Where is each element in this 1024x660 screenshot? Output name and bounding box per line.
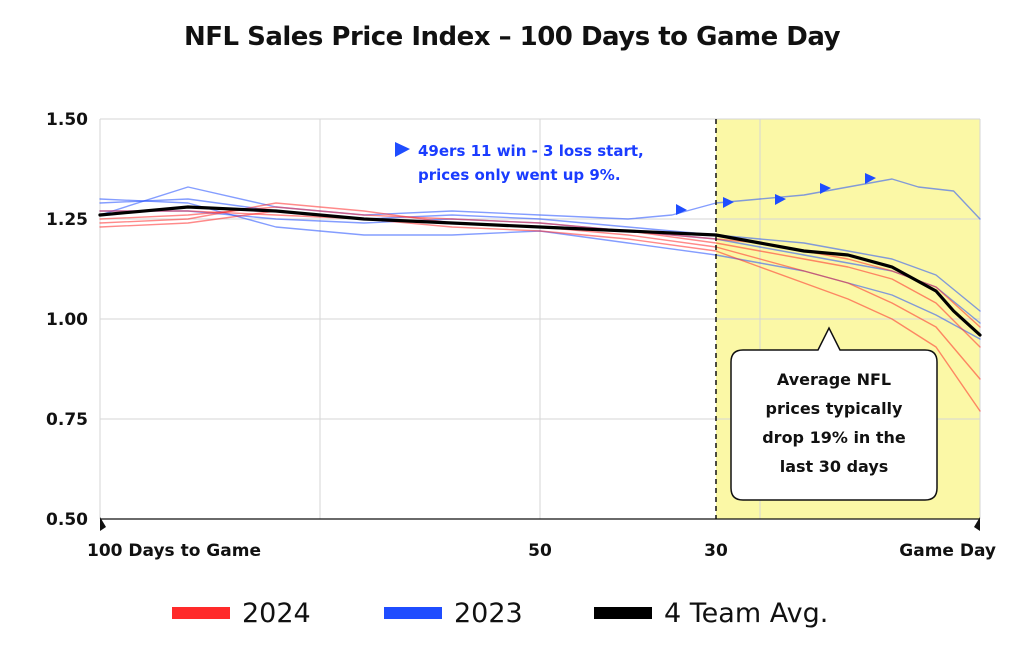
x-axis-markers	[100, 517, 980, 531]
legend-swatch-average	[594, 607, 652, 619]
series-line-2023	[99, 198, 981, 340]
legend-label-average: 4 Team Avg.	[664, 597, 829, 629]
legend-item-average: 4 Team Avg.	[594, 593, 828, 633]
legend-swatch-2023	[384, 607, 442, 619]
legend-item-2023: 2023	[384, 593, 523, 633]
trend-arrow	[820, 183, 831, 194]
trend-arrow	[865, 173, 876, 184]
series-line-avg	[98, 205, 982, 337]
x-axis-ticks: 100 Days to Game 50 30 Game Day	[87, 518, 996, 561]
note-line-2: prices only went up 9%.	[418, 166, 621, 184]
legend-item-2024: 2024	[172, 593, 311, 633]
blue-note: 49ers 11 win - 3 loss start, prices only…	[395, 142, 644, 184]
x-tick-label: 50	[528, 541, 552, 561]
y-tick-label: 0.50	[46, 510, 88, 530]
x-tick-label: 100 Days to Game	[87, 541, 261, 561]
legend-swatch-2024	[172, 607, 230, 619]
trend-arrows	[676, 173, 876, 215]
legend-label-2024: 2024	[242, 597, 311, 629]
y-tick-label: 1.00	[46, 310, 88, 330]
axis-end-marker	[974, 517, 980, 531]
series-line-2024	[99, 206, 981, 328]
note-line-1: 49ers 11 win - 3 loss start,	[418, 142, 644, 160]
series-line-2024	[99, 210, 981, 348]
series-line-2024	[99, 202, 981, 380]
callout-line-1: Average NFL	[777, 370, 891, 389]
callout-line-3: drop 19% in the	[762, 428, 906, 447]
y-tick-label: 1.25	[46, 210, 88, 230]
axis-start-marker	[100, 517, 106, 531]
x-tick-label: 30	[704, 541, 728, 561]
note-marker-icon	[395, 142, 410, 157]
y-axis-ticks: 0.50 0.75 1.00 1.25 1.50	[46, 110, 88, 530]
callout-line-2: prices typically	[766, 399, 904, 418]
callout-bubble	[730, 326, 938, 501]
line-chart: 0.50 0.75 1.00 1.25 1.50 100 Days to Game 50 3…	[46, 110, 996, 561]
trend-arrow	[676, 204, 687, 215]
y-tick-label: 0.75	[46, 410, 88, 430]
x-tick-label: Game Day	[899, 541, 996, 561]
legend: 2024 2023 4 Team Avg.	[0, 593, 1024, 633]
callout: Average NFL prices typically drop 19% in…	[730, 326, 938, 501]
series-group-2024	[99, 202, 981, 412]
y-tick-label: 1.50	[46, 110, 88, 130]
series-group-average	[98, 205, 982, 337]
trend-arrow	[723, 197, 734, 208]
trend-arrow	[775, 194, 786, 205]
callout-line-4: last 30 days	[780, 457, 889, 476]
chart-title: NFL Sales Price Index – 100 Days to Game…	[183, 22, 841, 52]
legend-label-2023: 2023	[454, 597, 523, 629]
